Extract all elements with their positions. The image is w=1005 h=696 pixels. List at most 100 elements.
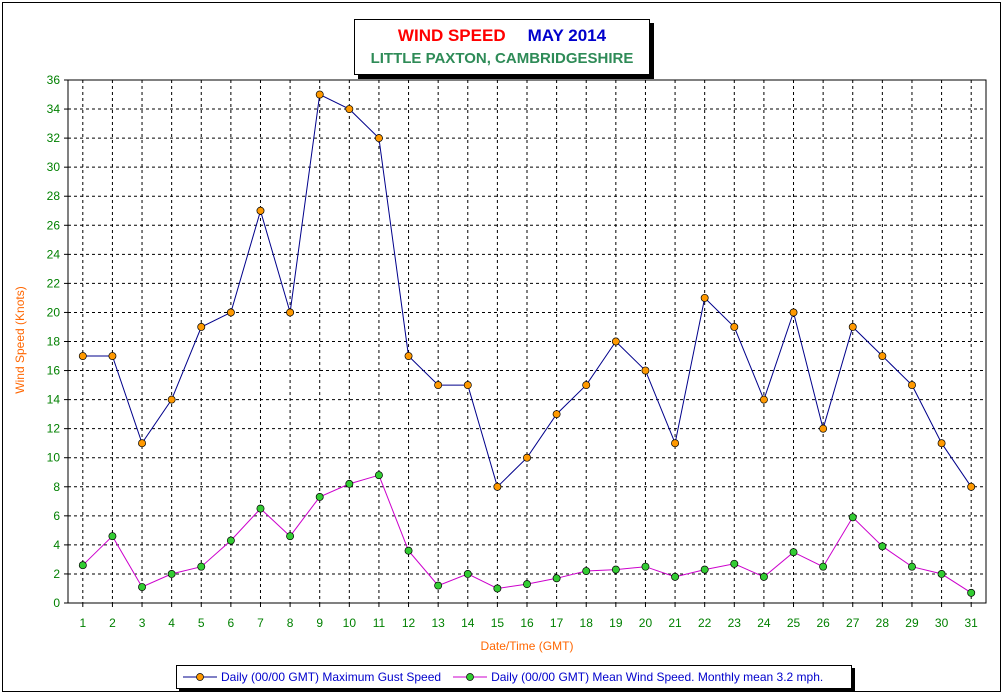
- x-tick-label: 5: [198, 616, 205, 630]
- data-point: [700, 565, 709, 574]
- grid-layer: [64, 79, 987, 607]
- y-tick-label: 12: [47, 422, 61, 436]
- y-tick-label: 24: [47, 247, 61, 261]
- data-point: [671, 572, 680, 581]
- x-tick-label: 24: [757, 616, 771, 630]
- data-point: [641, 366, 650, 375]
- data-point: [315, 90, 324, 99]
- y-tick-label: 32: [47, 131, 61, 145]
- data-point: [700, 293, 709, 302]
- y-tick-label: 30: [47, 160, 61, 174]
- data-point: [611, 337, 620, 346]
- x-tick-label: 4: [168, 616, 175, 630]
- x-tick-label: 16: [520, 616, 534, 630]
- y-tick-label: 28: [47, 189, 61, 203]
- x-tick-label: 10: [343, 616, 357, 630]
- data-point: [286, 532, 295, 541]
- x-tick-label: 19: [609, 616, 623, 630]
- chart-title-box: WIND SPEED MAY 2014 LITTLE PAXTON, CAMBRI…: [354, 19, 650, 75]
- series-line: [82, 474, 972, 594]
- x-axis-label: Date/Time (GMT): [481, 639, 574, 653]
- y-tick-label: 16: [47, 364, 61, 378]
- y-tick-label: 6: [53, 509, 60, 523]
- data-point: [167, 569, 176, 578]
- data-point: [759, 395, 768, 404]
- x-tick-label: 31: [965, 616, 979, 630]
- data-point: [404, 352, 413, 360]
- x-tick-label: 14: [461, 616, 475, 630]
- data-point: [463, 569, 472, 578]
- x-tick-label: 28: [876, 616, 890, 630]
- y-tick-label: 0: [53, 596, 60, 610]
- x-tick-label: 25: [787, 616, 801, 630]
- chart-title: WIND SPEED MAY 2014: [355, 26, 649, 46]
- data-point: [789, 548, 798, 557]
- data-point: [730, 323, 739, 331]
- x-tick-label: 3: [139, 616, 146, 630]
- y-tick-label: 10: [47, 451, 61, 465]
- legend: Daily (00/00 GMT) Maximum Gust Speed Dai…: [176, 665, 852, 689]
- x-tick-labels: 1 2 3 4 5 6 7 8 9 10 11 12 13 14 15 16 17 18 19 20 21 22 23 24 2…: [79, 616, 978, 630]
- data-point: [286, 308, 295, 317]
- data-point: [197, 562, 206, 571]
- data-point: [908, 562, 916, 571]
- x-tick-label: 30: [935, 616, 949, 630]
- data-point: [434, 381, 443, 390]
- y-tick-label: 36: [47, 73, 61, 87]
- data-point: [108, 352, 117, 360]
- y-tick-label: 8: [53, 480, 60, 494]
- x-tick-label: 29: [905, 616, 919, 630]
- data-point: [108, 532, 117, 541]
- data-point: [582, 567, 591, 575]
- data-point: [463, 381, 472, 390]
- y-axis-label: Wind Speed (Knots): [13, 286, 27, 393]
- series-layer: [78, 90, 976, 597]
- data-point: [523, 580, 531, 589]
- x-tick-label: 1: [79, 616, 86, 630]
- data-point: [848, 513, 857, 522]
- x-tick-label: 13: [431, 616, 445, 630]
- legend-label-max-gust: Daily (00/00 GMT) Maximum Gust Speed: [221, 670, 442, 684]
- y-tick-label: 22: [47, 276, 61, 290]
- x-tick-label: 9: [316, 616, 323, 630]
- data-point: [967, 588, 976, 597]
- data-point: [256, 504, 265, 513]
- x-tick-label: 18: [580, 616, 594, 630]
- y-tick-label: 20: [47, 305, 61, 319]
- data-point: [138, 583, 146, 591]
- data-point: [493, 584, 502, 593]
- data-point: [78, 352, 87, 360]
- y-tick-label: 26: [47, 218, 61, 232]
- x-tick-label: 6: [228, 616, 235, 630]
- series-max-gust: [78, 90, 976, 491]
- data-point: [493, 482, 502, 491]
- y-tick-label: 14: [47, 393, 61, 407]
- data-point: [552, 410, 561, 419]
- data-point: [226, 308, 235, 317]
- x-tick-label: 8: [287, 616, 294, 630]
- data-point: [434, 581, 443, 590]
- x-tick-label: 17: [550, 616, 564, 630]
- x-tick-label: 15: [491, 616, 505, 630]
- x-tick-label: 26: [816, 616, 830, 630]
- data-point: [256, 206, 265, 215]
- x-tick-label: 7: [257, 616, 264, 630]
- data-point: [937, 569, 946, 578]
- data-point: [552, 574, 561, 583]
- data-point: [374, 471, 383, 480]
- y-tick-label: 34: [47, 102, 61, 116]
- data-point: [523, 453, 531, 462]
- data-point: [878, 542, 887, 551]
- data-point: [345, 479, 354, 488]
- data-point: [138, 439, 146, 448]
- data-point: [848, 323, 857, 331]
- data-point: [582, 381, 591, 390]
- x-tick-label: 22: [698, 616, 712, 630]
- x-tick-label: 11: [373, 616, 386, 630]
- legend-swatch-mean-wind: [453, 673, 488, 681]
- legend-label-mean-wind: Daily (00/00 GMT) Mean Wind Speed. Month…: [491, 670, 824, 684]
- data-point: [967, 482, 976, 491]
- legend-entry-max-gust: Daily (00/00 GMT) Maximum Gust Speed: [183, 670, 441, 684]
